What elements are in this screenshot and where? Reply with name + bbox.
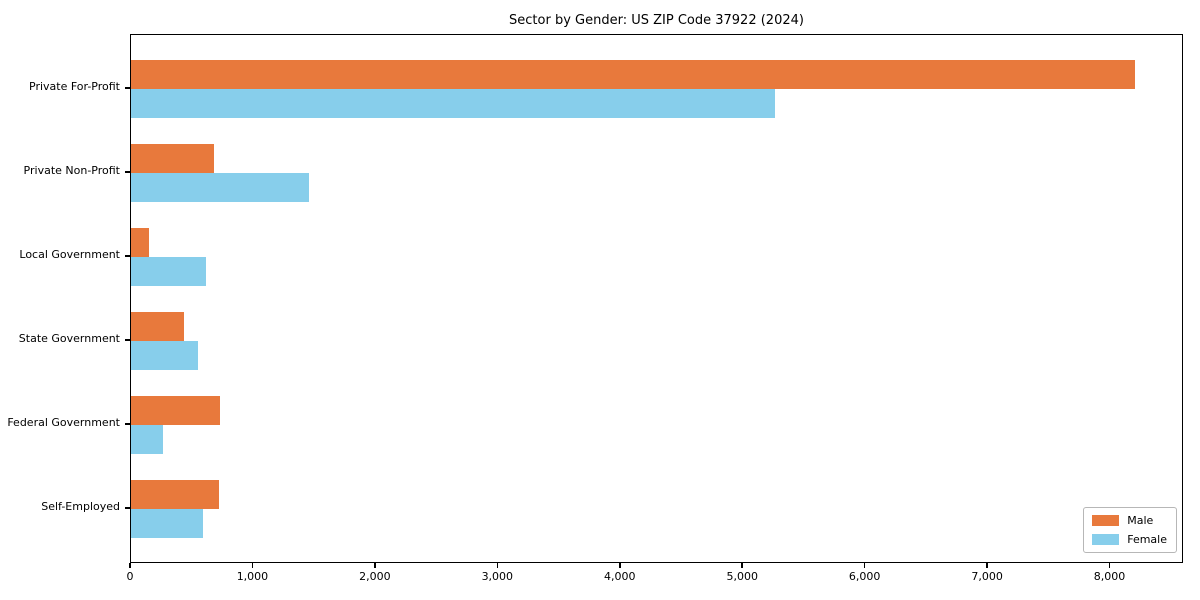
y-tick-label-federal-government: Federal Government: [7, 416, 120, 429]
x-tick-label-2000: 2,000: [359, 570, 391, 583]
bar-male-local-government: [131, 228, 150, 257]
x-tick-label-6000: 6,000: [848, 570, 881, 583]
x-tick-mark: [741, 563, 743, 568]
legend-label-male: Male: [1127, 514, 1154, 527]
bar-female-private-non-profit: [131, 173, 309, 202]
plot-area: Male Female: [130, 34, 1183, 563]
x-tick-label-0: 0: [126, 570, 134, 583]
y-tick-mark: [125, 423, 130, 425]
bar-male-federal-government: [131, 396, 221, 425]
x-tick-mark: [496, 563, 499, 568]
female-series-swatch: [1092, 534, 1120, 545]
y-tick-label-private-for-profit: Private For-Profit: [29, 80, 120, 93]
x-tick-label-8000: 8,000: [1093, 570, 1126, 583]
y-tick-mark: [125, 255, 130, 257]
legend: Male Female: [1083, 507, 1177, 553]
x-tick-label-3000: 3,000: [481, 570, 514, 583]
y-tick-mark: [125, 87, 130, 89]
bar-female-state-government: [131, 341, 198, 370]
y-tick-label-private-non-profit: Private Non-Profit: [23, 164, 120, 177]
x-tick-mark: [986, 563, 988, 568]
x-tick-label-4000: 4,000: [604, 570, 636, 583]
y-tick-mark: [125, 171, 130, 173]
bar-female-self-employed: [131, 509, 204, 538]
y-tick-mark: [125, 339, 130, 341]
x-tick-label-1000: 1,000: [236, 570, 269, 583]
chart-title: Sector by Gender: US ZIP Code 37922 (202…: [509, 13, 804, 28]
x-tick-mark: [129, 563, 131, 568]
x-tick-mark: [251, 563, 254, 568]
bar-male-private-non-profit: [131, 144, 215, 173]
legend-item-female: Female: [1092, 533, 1167, 546]
male-series-swatch: [1092, 515, 1120, 526]
bar-male-state-government: [131, 312, 184, 341]
y-tick-mark: [125, 507, 130, 509]
y-tick-label-state-government: State Government: [18, 332, 120, 345]
x-tick-label-7000: 7,000: [971, 570, 1003, 583]
bar-male-self-employed: [131, 480, 220, 509]
x-tick-mark: [1108, 563, 1111, 568]
bar-female-federal-government: [131, 425, 164, 454]
y-tick-label-local-government: Local Government: [19, 248, 120, 261]
legend-label-female: Female: [1127, 533, 1167, 546]
bar-male-private-for-profit: [131, 60, 1135, 89]
x-tick-mark: [619, 563, 621, 568]
x-tick-label-5000: 5,000: [726, 570, 758, 583]
bar-female-private-for-profit: [131, 89, 775, 118]
y-tick-label-self-employed: Self-Employed: [41, 500, 120, 513]
legend-item-male: Male: [1092, 514, 1167, 527]
bar-female-local-government: [131, 257, 206, 286]
x-tick-mark: [863, 563, 866, 568]
x-tick-mark: [374, 563, 376, 568]
